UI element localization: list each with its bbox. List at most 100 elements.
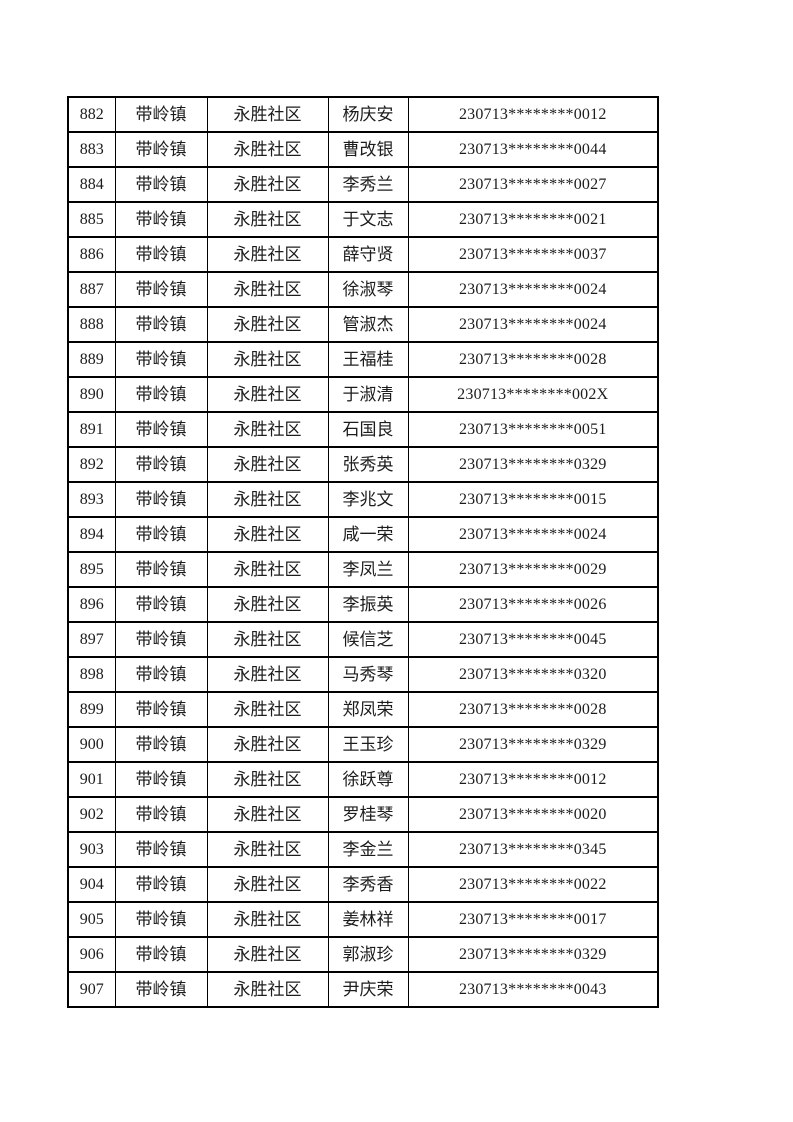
table-row: 893 带岭镇 永胜社区 李兆文 230713********0015 <box>67 481 659 518</box>
town-cell: 带岭镇 <box>114 621 208 658</box>
masked-id-cell: 230713********0024 <box>407 271 659 308</box>
table-row: 887 带岭镇 永胜社区 徐淑琴 230713********0024 <box>67 271 659 308</box>
row-number-cell: 883 <box>67 131 116 168</box>
community-cell: 永胜社区 <box>206 586 329 623</box>
town-cell: 带岭镇 <box>114 656 208 693</box>
table-row: 883 带岭镇 永胜社区 曹改银 230713********0044 <box>67 131 659 168</box>
town-cell: 带岭镇 <box>114 271 208 308</box>
table-row: 899 带岭镇 永胜社区 郑凤荣 230713********0028 <box>67 691 659 728</box>
town-cell: 带岭镇 <box>114 236 208 273</box>
community-cell: 永胜社区 <box>206 866 329 903</box>
table-row: 896 带岭镇 永胜社区 李振英 230713********0026 <box>67 586 659 623</box>
masked-id-cell: 230713********0024 <box>407 516 659 553</box>
person-name-cell: 尹庆荣 <box>327 971 409 1008</box>
masked-id-cell: 230713********0044 <box>407 131 659 168</box>
person-name-cell: 杨庆安 <box>327 96 409 133</box>
community-cell: 永胜社区 <box>206 656 329 693</box>
community-cell: 永胜社区 <box>206 551 329 588</box>
person-name-cell: 薛守贤 <box>327 236 409 273</box>
masked-id-cell: 230713********0320 <box>407 656 659 693</box>
masked-id-cell: 230713********0028 <box>407 341 659 378</box>
town-cell: 带岭镇 <box>114 341 208 378</box>
masked-id-cell: 230713********0026 <box>407 586 659 623</box>
row-number-cell: 898 <box>67 656 116 693</box>
town-cell: 带岭镇 <box>114 376 208 413</box>
person-name-cell: 管淑杰 <box>327 306 409 343</box>
town-cell: 带岭镇 <box>114 481 208 518</box>
row-number-cell: 905 <box>67 901 116 938</box>
person-name-cell: 李秀兰 <box>327 166 409 203</box>
town-cell: 带岭镇 <box>114 446 208 483</box>
table-row: 904 带岭镇 永胜社区 李秀香 230713********0022 <box>67 866 659 903</box>
town-cell: 带岭镇 <box>114 866 208 903</box>
table-row: 889 带岭镇 永胜社区 王福桂 230713********0028 <box>67 341 659 378</box>
row-number-cell: 907 <box>67 971 116 1008</box>
community-cell: 永胜社区 <box>206 901 329 938</box>
town-cell: 带岭镇 <box>114 831 208 868</box>
community-cell: 永胜社区 <box>206 971 329 1008</box>
row-number-cell: 888 <box>67 306 116 343</box>
row-number-cell: 899 <box>67 691 116 728</box>
row-number-cell: 893 <box>67 481 116 518</box>
row-number-cell: 896 <box>67 586 116 623</box>
community-cell: 永胜社区 <box>206 621 329 658</box>
table-row: 900 带岭镇 永胜社区 王玉珍 230713********0329 <box>67 726 659 763</box>
town-cell: 带岭镇 <box>114 936 208 973</box>
person-name-cell: 张秀英 <box>327 446 409 483</box>
person-name-cell: 马秀琴 <box>327 656 409 693</box>
community-cell: 永胜社区 <box>206 341 329 378</box>
person-name-cell: 石国良 <box>327 411 409 448</box>
masked-id-cell: 230713********0028 <box>407 691 659 728</box>
table-row: 898 带岭镇 永胜社区 马秀琴 230713********0320 <box>67 656 659 693</box>
community-cell: 永胜社区 <box>206 831 329 868</box>
person-name-cell: 郑凤荣 <box>327 691 409 728</box>
row-number-cell: 895 <box>67 551 116 588</box>
row-number-cell: 891 <box>67 411 116 448</box>
table-row: 903 带岭镇 永胜社区 李金兰 230713********0345 <box>67 831 659 868</box>
town-cell: 带岭镇 <box>114 551 208 588</box>
masked-id-cell: 230713********0022 <box>407 866 659 903</box>
town-cell: 带岭镇 <box>114 411 208 448</box>
community-cell: 永胜社区 <box>206 131 329 168</box>
town-cell: 带岭镇 <box>114 796 208 833</box>
row-number-cell: 902 <box>67 796 116 833</box>
community-cell: 永胜社区 <box>206 166 329 203</box>
town-cell: 带岭镇 <box>114 131 208 168</box>
row-number-cell: 892 <box>67 446 116 483</box>
masked-id-cell: 230713********0020 <box>407 796 659 833</box>
person-name-cell: 郭淑珍 <box>327 936 409 973</box>
row-number-cell: 906 <box>67 936 116 973</box>
masked-id-cell: 230713********0015 <box>407 481 659 518</box>
person-name-cell: 李兆文 <box>327 481 409 518</box>
row-number-cell: 887 <box>67 271 116 308</box>
town-cell: 带岭镇 <box>114 96 208 133</box>
table-row: 895 带岭镇 永胜社区 李凤兰 230713********0029 <box>67 551 659 588</box>
masked-id-cell: 230713********0029 <box>407 551 659 588</box>
masked-id-cell: 230713********0037 <box>407 236 659 273</box>
person-name-cell: 曹改银 <box>327 131 409 168</box>
masked-id-cell: 230713********0043 <box>407 971 659 1008</box>
row-number-cell: 904 <box>67 866 116 903</box>
table-row: 892 带岭镇 永胜社区 张秀英 230713********0329 <box>67 446 659 483</box>
community-cell: 永胜社区 <box>206 271 329 308</box>
row-number-cell: 903 <box>67 831 116 868</box>
masked-id-cell: 230713********0012 <box>407 761 659 798</box>
person-name-cell: 徐淑琴 <box>327 271 409 308</box>
town-cell: 带岭镇 <box>114 586 208 623</box>
masked-id-cell: 230713********0329 <box>407 446 659 483</box>
person-name-cell: 王玉珍 <box>327 726 409 763</box>
table-row: 894 带岭镇 永胜社区 咸一荣 230713********0024 <box>67 516 659 553</box>
person-name-cell: 李凤兰 <box>327 551 409 588</box>
table-row: 897 带岭镇 永胜社区 候信芝 230713********0045 <box>67 621 659 658</box>
row-number-cell: 890 <box>67 376 116 413</box>
community-cell: 永胜社区 <box>206 236 329 273</box>
masked-id-cell: 230713********0027 <box>407 166 659 203</box>
community-cell: 永胜社区 <box>206 761 329 798</box>
community-cell: 永胜社区 <box>206 936 329 973</box>
community-cell: 永胜社区 <box>206 96 329 133</box>
table-row: 891 带岭镇 永胜社区 石国良 230713********0051 <box>67 411 659 448</box>
person-name-cell: 李金兰 <box>327 831 409 868</box>
community-cell: 永胜社区 <box>206 376 329 413</box>
row-number-cell: 886 <box>67 236 116 273</box>
